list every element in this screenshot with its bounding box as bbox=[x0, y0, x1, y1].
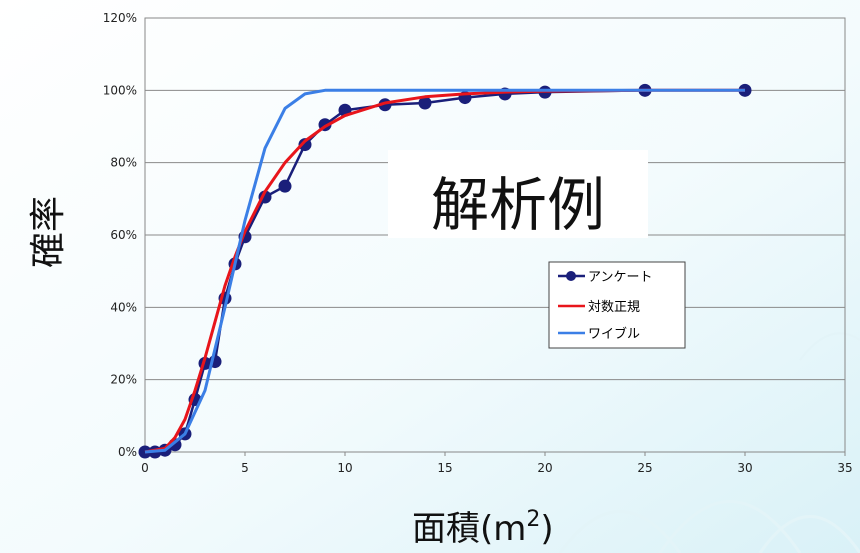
x-axis-label-close: ) bbox=[540, 509, 553, 549]
legend-item-2: ワイブル bbox=[558, 326, 640, 342]
y-axis-label: 確率 bbox=[28, 196, 69, 268]
annotation-bg bbox=[388, 150, 648, 238]
series-line-2 bbox=[144, 88, 745, 454]
plot-area bbox=[144, 17, 846, 453]
y-tick-label-1: 20% bbox=[110, 373, 137, 387]
legend: アンケート 対数正規 ワイブル bbox=[548, 261, 686, 349]
y-tick-label-4: 80% bbox=[110, 156, 137, 170]
y-tick-label-5: 100% bbox=[103, 83, 137, 97]
legend-item-1: 対数正規 bbox=[558, 300, 640, 315]
data-point-0-13 bbox=[298, 138, 312, 152]
x-tick-label-0: 0 bbox=[141, 461, 149, 475]
data-point-0-12 bbox=[278, 179, 292, 193]
x-tick-label-6: 30 bbox=[737, 461, 752, 475]
series-2 bbox=[144, 88, 745, 454]
x-tick-label-7: 35 bbox=[837, 461, 852, 475]
x-axis-label: 面積(m2) bbox=[412, 507, 554, 549]
x-tick-label-4: 20 bbox=[537, 461, 552, 475]
y-tick-label-0: 0% bbox=[118, 445, 137, 459]
legend-item-0: アンケート bbox=[558, 270, 652, 285]
series-layer bbox=[138, 83, 752, 459]
x-axis-label-sup: 2 bbox=[526, 507, 540, 532]
y-tick-label-6: 120% bbox=[103, 11, 137, 25]
x-tick-label-2: 10 bbox=[337, 461, 352, 475]
x-tick-label-5: 25 bbox=[637, 461, 652, 475]
y-axis-ticks: 0% 20% 40% 60% 80% 100% 120% bbox=[103, 11, 137, 459]
y-tick-label-3: 60% bbox=[110, 228, 137, 242]
series-line-1 bbox=[144, 88, 745, 454]
annotation-text: 解析例 bbox=[431, 171, 605, 239]
x-tick-label-1: 5 bbox=[241, 461, 249, 475]
x-axis-label-main: 面積(m bbox=[412, 509, 526, 549]
legend-marker-0 bbox=[566, 271, 576, 281]
legend-label-1: 対数正規 bbox=[588, 300, 640, 315]
data-point-0-17 bbox=[418, 96, 432, 110]
series-1 bbox=[144, 88, 745, 454]
legend-label-2: ワイブル bbox=[588, 326, 640, 342]
legend-label-0: アンケート bbox=[588, 270, 652, 285]
x-axis-ticks: 0 5 10 15 20 25 30 35 bbox=[141, 452, 853, 475]
y-tick-label-2: 40% bbox=[110, 300, 137, 314]
x-tick-label-3: 15 bbox=[437, 461, 452, 475]
